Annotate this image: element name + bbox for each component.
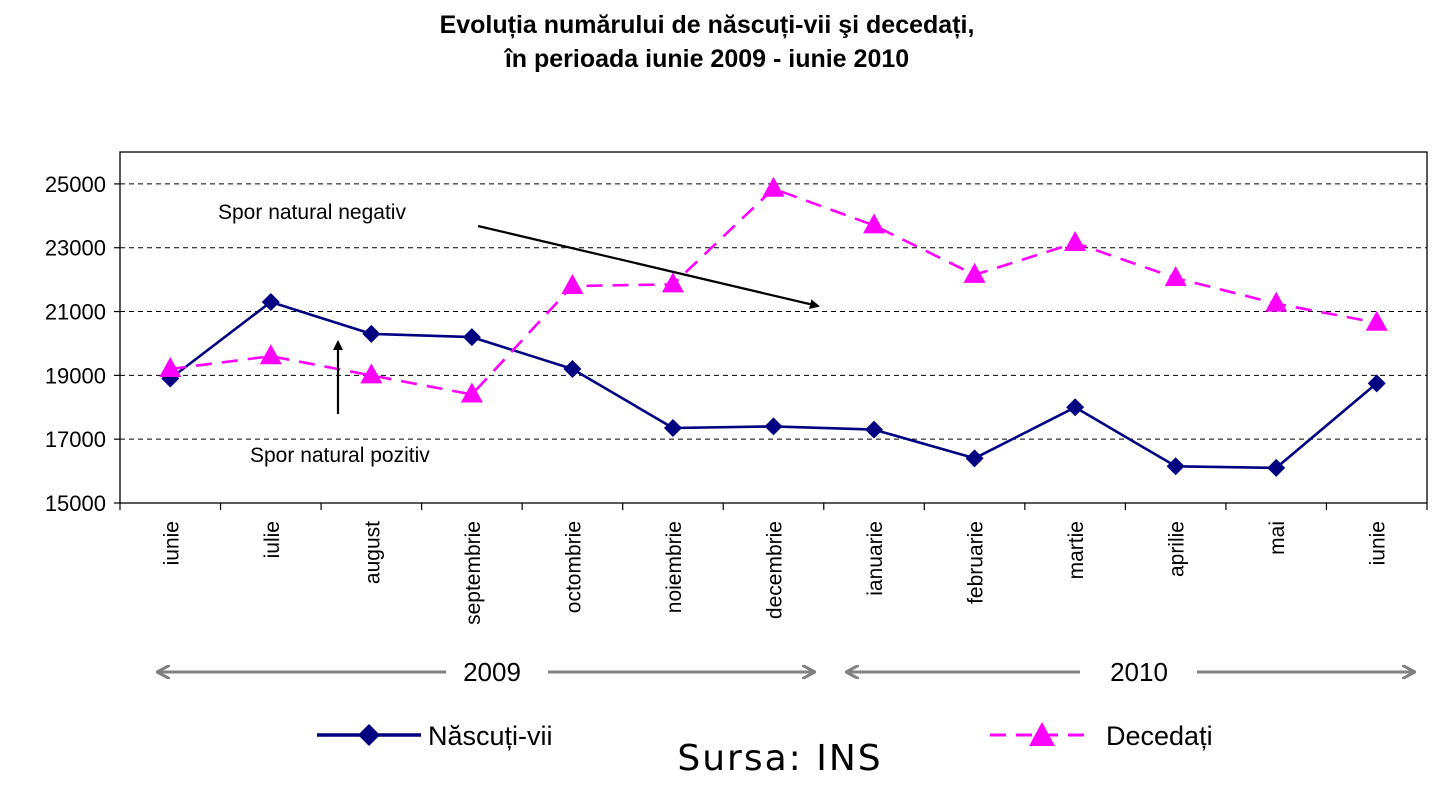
data-point-decedati bbox=[963, 262, 986, 283]
axis-layer: 15000 17000 19000 21000 23000 25000 iunie iulie… bbox=[45, 172, 1428, 625]
data-point-nascuti bbox=[563, 359, 582, 378]
y-tick-label: 25000 bbox=[45, 172, 106, 197]
x-tick-label: iulie bbox=[261, 521, 284, 558]
data-point-decedati bbox=[1365, 310, 1388, 331]
data-point-decedati bbox=[661, 272, 684, 293]
data-point-decedati bbox=[1265, 291, 1288, 312]
y-tick-label: 21000 bbox=[45, 300, 106, 325]
annotation-negative-arrow bbox=[477, 224, 820, 310]
data-point-decedati bbox=[1064, 230, 1087, 251]
legend-item-nascuti: Născuți-vii bbox=[317, 721, 553, 751]
data-point-decedati bbox=[762, 176, 785, 197]
data-point-nascuti bbox=[1267, 458, 1286, 477]
annotation-negative: Spor natural negativ bbox=[218, 201, 406, 224]
chart-subtitle: în perioada iunie 2009 - iunie 2010 bbox=[503, 45, 909, 73]
data-point-nascuti bbox=[261, 292, 280, 311]
data-point-nascuti bbox=[1066, 398, 1085, 417]
x-tick-label: decembrie bbox=[764, 521, 787, 619]
x-tick-label: martie bbox=[1065, 521, 1088, 579]
source-note: Sursa: INS bbox=[677, 738, 882, 779]
x-tick-label: aprilie bbox=[1166, 521, 1189, 577]
data-point-decedati bbox=[863, 213, 886, 234]
data-point-decedati bbox=[259, 344, 282, 365]
legend-label-decedati: Decedați bbox=[1106, 721, 1213, 751]
legend: Născuți-vii Decedați bbox=[317, 721, 1213, 751]
annotation-positive: Spor natural pozitiv bbox=[250, 444, 430, 467]
x-tick-label: noiembrie bbox=[663, 521, 686, 613]
chart-title: Evoluția numărului de născuți-vii şi dec… bbox=[440, 11, 975, 39]
y-tick-label: 17000 bbox=[45, 427, 106, 452]
x-tick-label: octombrie bbox=[562, 521, 585, 613]
data-point-nascuti bbox=[362, 324, 381, 343]
data-point-nascuti bbox=[1166, 457, 1185, 476]
y-tick-label: 19000 bbox=[45, 363, 106, 388]
year-2010-label: 2010 bbox=[1110, 657, 1168, 687]
year-2009-label: 2009 bbox=[463, 657, 521, 687]
data-point-nascuti bbox=[1367, 374, 1386, 393]
x-tick-label: februarie bbox=[965, 521, 988, 604]
x-tick-label: ianuarie bbox=[864, 521, 887, 596]
x-tick-label: iunie bbox=[160, 521, 183, 565]
plot-area-frame bbox=[119, 151, 1428, 504]
legend-label-nascuti: Născuți-vii bbox=[428, 721, 553, 751]
series-layer bbox=[159, 176, 1388, 477]
data-point-decedati bbox=[159, 356, 182, 377]
data-point-decedati bbox=[1164, 266, 1187, 287]
y-tick-label: 15000 bbox=[45, 491, 106, 516]
legend-item-decedati: Decedați bbox=[990, 721, 1213, 751]
data-point-decedati bbox=[460, 382, 483, 403]
y-tick-label: 23000 bbox=[45, 236, 106, 261]
legend-marker-nascuti bbox=[358, 724, 380, 746]
data-point-decedati bbox=[360, 363, 383, 384]
data-point-nascuti bbox=[764, 417, 783, 436]
x-tick-label: mai bbox=[1266, 521, 1289, 555]
data-point-nascuti bbox=[663, 419, 682, 438]
x-tick-label: iunie bbox=[1367, 521, 1390, 565]
x-tick-label: august bbox=[361, 521, 384, 584]
data-point-decedati bbox=[561, 274, 584, 295]
x-tick-label: septembrie bbox=[462, 521, 485, 625]
data-point-nascuti bbox=[865, 420, 884, 439]
data-point-nascuti bbox=[462, 328, 481, 347]
legend-marker-decedati bbox=[1029, 722, 1055, 746]
series-line-0 bbox=[169, 300, 1378, 470]
data-point-nascuti bbox=[965, 449, 984, 468]
